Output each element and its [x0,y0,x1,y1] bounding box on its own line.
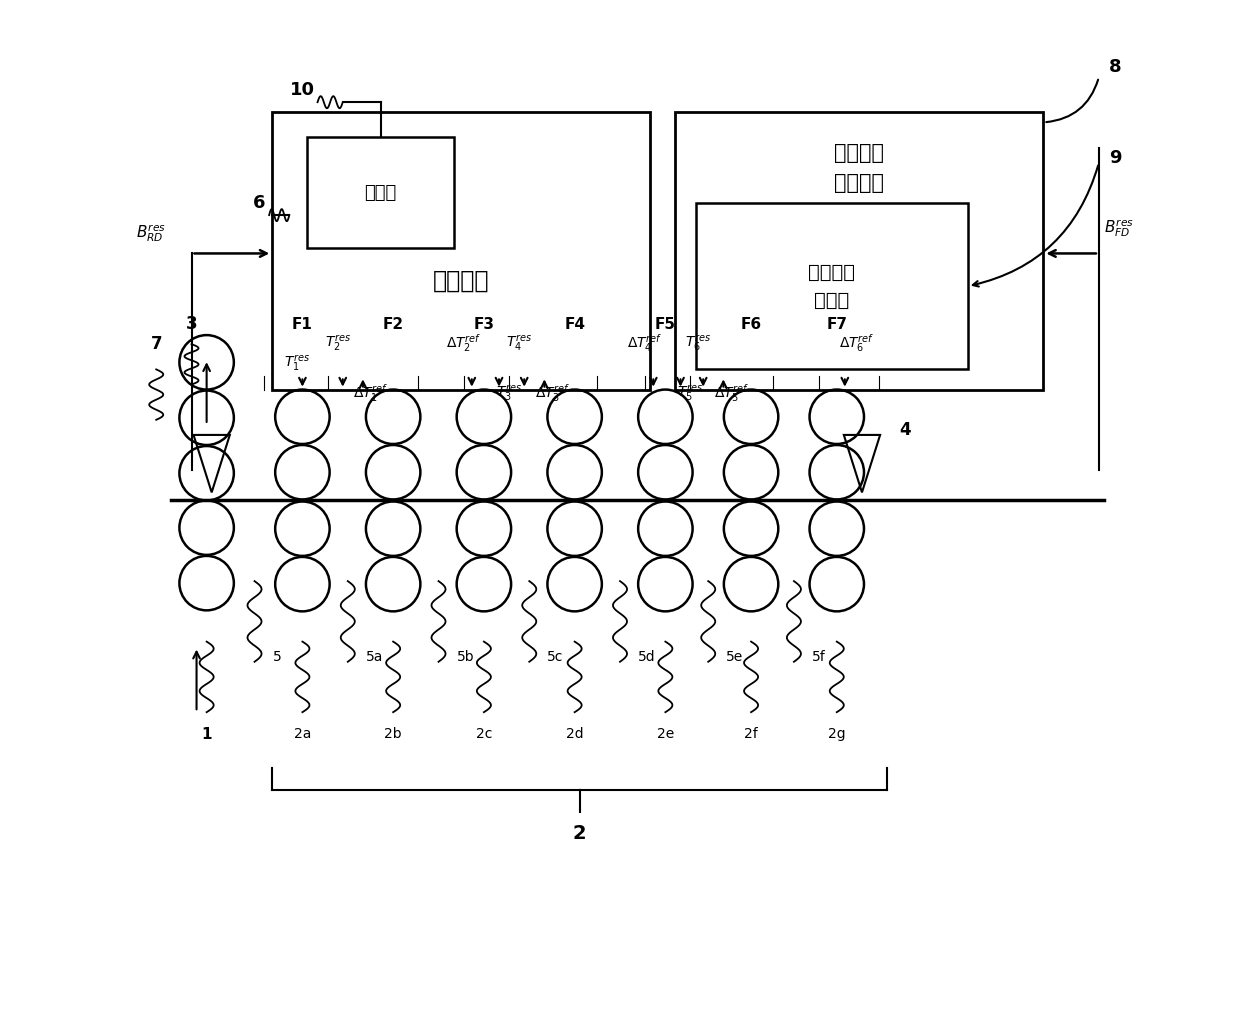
Text: $B_{RD}^{res}$: $B_{RD}^{res}$ [136,222,166,245]
Text: $T_2^{res}$: $T_2^{res}$ [325,333,351,353]
Text: 8: 8 [1109,58,1122,76]
Text: F7: F7 [826,316,847,332]
Text: 2g: 2g [828,727,846,741]
Bar [676,112,1043,389]
Text: $T_4^{res}$: $T_4^{res}$ [506,333,532,353]
Text: 控制部: 控制部 [365,184,397,202]
Text: 2c: 2c [476,727,492,741]
Text: 2b: 2b [384,727,402,741]
Text: 数学模型
计算部: 数学模型 计算部 [808,263,856,309]
Text: $\Delta T_3^{ref}$: $\Delta T_3^{ref}$ [534,382,570,404]
Text: 5: 5 [273,650,281,664]
Text: $B_{FD}^{res}$: $B_{FD}^{res}$ [1104,217,1133,240]
Text: 2e: 2e [657,727,675,741]
Text: F2: F2 [383,316,404,332]
Text: F5: F5 [655,316,676,332]
Bar [696,203,968,369]
Text: $T_6^{res}$: $T_6^{res}$ [684,333,712,353]
Text: 4: 4 [899,421,911,439]
Text: F1: F1 [291,316,312,332]
Text: 5c: 5c [547,650,564,664]
Text: F4: F4 [564,316,585,332]
Text: 7: 7 [150,336,162,353]
Text: 5d: 5d [639,650,656,664]
Bar [272,112,650,389]
Text: $T_5^{res}$: $T_5^{res}$ [677,383,704,403]
Text: 5e: 5e [727,650,744,664]
Text: F6: F6 [740,316,761,332]
Text: $\Delta T_2^{ref}$: $\Delta T_2^{ref}$ [446,332,481,354]
Text: $\Delta T_5^{ref}$: $\Delta T_5^{ref}$ [714,382,749,404]
Text: 数学模型
计算装置: 数学模型 计算装置 [835,143,884,192]
Text: 2d: 2d [565,727,584,741]
Text: 2f: 2f [744,727,758,741]
Text: 2a: 2a [294,727,311,741]
Text: 9: 9 [1109,149,1121,167]
Text: 控制装置: 控制装置 [433,269,490,293]
Text: 5b: 5b [456,650,474,664]
Text: 5a: 5a [366,650,383,664]
Text: 1: 1 [201,727,212,742]
Text: $\Delta T_4^{ref}$: $\Delta T_4^{ref}$ [627,332,663,354]
Text: F3: F3 [474,316,495,332]
Text: $T_3^{res}$: $T_3^{res}$ [496,383,522,403]
Text: 10: 10 [290,81,315,99]
Bar [308,137,454,249]
Text: 2: 2 [573,824,587,843]
Text: 5f: 5f [812,650,826,664]
Text: $\Delta T_6^{ref}$: $\Delta T_6^{ref}$ [839,332,874,354]
Text: 3: 3 [186,315,197,333]
Text: $T_1^{res}$: $T_1^{res}$ [284,353,310,373]
Text: 6: 6 [253,194,265,212]
Text: $\Delta T_1^{ref}$: $\Delta T_1^{ref}$ [353,382,388,404]
